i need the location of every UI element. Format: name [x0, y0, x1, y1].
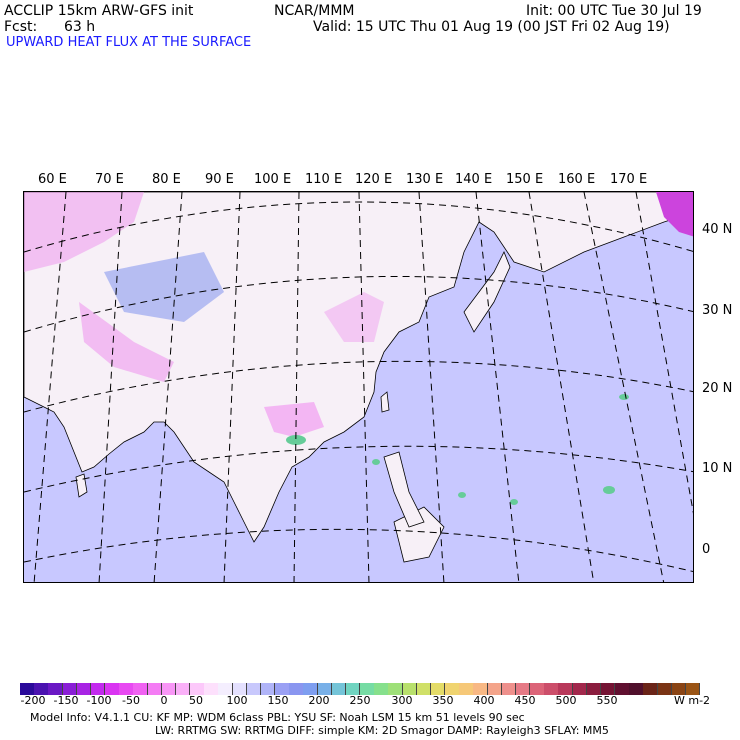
colorbar-tick-label: 300 — [391, 694, 413, 707]
model-title: ACCLIP 15km ARW-GFS init — [4, 3, 194, 19]
colorbar-swatch — [643, 683, 658, 695]
colorbar-unit: W m-2 — [674, 694, 711, 707]
colorbar-swatch — [76, 683, 92, 695]
lat-label: 30 N — [702, 303, 733, 318]
colorbar-swatch — [657, 683, 673, 695]
lon-label: 80 E — [152, 172, 181, 187]
forecast-label: Fcst: — [4, 19, 38, 35]
colorbar-tick-label: 0 — [160, 694, 168, 707]
lat-label: 10 N — [702, 461, 733, 476]
colorbar-swatch — [204, 683, 219, 695]
colorbar-swatch — [161, 683, 177, 695]
lon-label: 170 E — [610, 172, 648, 187]
lon-label: 110 E — [305, 172, 343, 187]
lon-label: 90 E — [205, 172, 234, 187]
valid-time: Valid: 15 UTC Thu 01 Aug 19 (00 JST Fri … — [313, 19, 670, 35]
colorbar-swatch — [34, 683, 49, 695]
colorbar-swatch — [558, 683, 573, 695]
colorbar-swatch — [515, 683, 531, 695]
colorbar-swatch — [388, 683, 403, 695]
colorbar-swatch — [430, 683, 446, 695]
colorbar-swatch — [600, 683, 616, 695]
lat-label: 40 N — [702, 222, 733, 237]
colorbar-swatch — [544, 683, 559, 695]
colorbar-swatch — [175, 683, 191, 695]
colorbar-swatch — [629, 683, 644, 695]
lat-label: 0 — [702, 542, 711, 557]
lon-label: 100 E — [254, 172, 292, 187]
field-title: UPWARD HEAT FLUX AT THE SURFACE — [6, 35, 252, 50]
philippines — [383, 451, 425, 528]
colorbar — [20, 683, 701, 695]
graticule — [24, 192, 693, 582]
colorbar-swatch — [345, 683, 361, 695]
colorbar-swatch — [303, 683, 318, 695]
model-info-line2: LW: RRTMG SW: RRTMG DIFF: simple KM: 2D … — [155, 724, 609, 737]
colorbar-tick-label: -150 — [53, 694, 79, 707]
taiwan — [380, 391, 390, 413]
colorbar-swatch — [501, 683, 517, 695]
lat-label: 20 N — [702, 381, 733, 396]
lon-label: 150 E — [506, 172, 544, 187]
colorbar-tick-label: 200 — [308, 694, 330, 707]
colorbar-swatch — [685, 683, 701, 695]
map-panel — [23, 191, 694, 583]
sri-lanka — [75, 473, 88, 498]
colorbar-swatch — [246, 683, 262, 695]
colorbar-swatch — [459, 683, 474, 695]
lon-label: 140 E — [455, 172, 493, 187]
colorbar-tick-label: 450 — [514, 694, 536, 707]
colorbar-swatch — [586, 683, 602, 695]
lon-label: 60 E — [38, 172, 67, 187]
colorbar-swatch — [119, 683, 134, 695]
negative-flux-himalaya — [79, 302, 174, 382]
negative-flux-indochina — [264, 402, 324, 437]
org-label: NCAR/MMM — [274, 3, 355, 19]
colorbar-tick-label: 150 — [267, 694, 289, 707]
negative-flux-china — [324, 292, 384, 342]
colorbar-swatch — [416, 683, 432, 695]
init-time: Init: 00 UTC Tue 30 Jul 19 — [526, 3, 702, 19]
colorbar-swatch — [260, 683, 276, 695]
negative-flux-north — [24, 192, 144, 272]
colorbar-tick-label: 350 — [432, 694, 454, 707]
colorbar-tick-label: 100 — [226, 694, 248, 707]
colorbar-tick-label: 550 — [596, 694, 618, 707]
colorbar-swatch — [90, 683, 106, 695]
colorbar-tick-label: 400 — [473, 694, 495, 707]
forecast-hour: 63 h — [64, 19, 96, 35]
colorbar-swatch — [218, 683, 233, 695]
colorbar-tick-label: -50 — [122, 694, 140, 707]
positive-flux-patches — [286, 394, 629, 505]
colorbar-swatch — [289, 683, 304, 695]
colorbar-swatch — [331, 683, 347, 695]
colorbar-tick-label: 50 — [189, 694, 203, 707]
colorbar-tick-label: -100 — [86, 694, 112, 707]
model-info-line1: Model Info: V4.1.1 CU: KF MP: WDM 6class… — [30, 711, 525, 724]
colorbar-swatch — [473, 683, 488, 695]
colorbar-tick-label: -200 — [20, 694, 46, 707]
colorbar-swatch — [374, 683, 389, 695]
negative-flux-kamchatka — [656, 192, 693, 237]
lon-label: 120 E — [355, 172, 393, 187]
lon-label: 160 E — [558, 172, 596, 187]
colorbar-tick-label: 250 — [349, 694, 371, 707]
colorbar-swatch — [133, 683, 148, 695]
colorbar-swatch — [671, 683, 687, 695]
colorbar-tick-label: 500 — [555, 694, 577, 707]
lon-label: 70 E — [95, 172, 124, 187]
lon-label: 130 E — [406, 172, 444, 187]
colorbar-swatch — [48, 683, 63, 695]
